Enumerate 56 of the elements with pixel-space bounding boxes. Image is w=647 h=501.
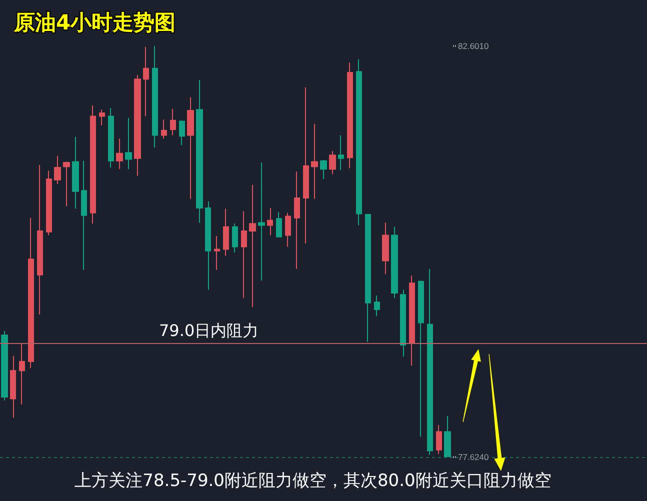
candlestick — [356, 58, 362, 226]
candlestick — [63, 161, 70, 207]
candlestick — [19, 342, 25, 405]
candlestick — [400, 289, 406, 358]
candlestick — [223, 208, 229, 256]
candlestick — [374, 294, 380, 317]
candlestick — [134, 74, 141, 176]
candlestick — [152, 46, 158, 148]
chart-title: 原油4小时走势图 — [13, 10, 176, 34]
candlestick — [28, 217, 34, 369]
candlestick — [276, 212, 282, 238]
candlestick — [241, 210, 247, 298]
y-tick-label: 82.6010 — [458, 41, 489, 51]
candlestick — [320, 160, 327, 180]
candlestick — [347, 62, 353, 169]
candlestick — [285, 212, 291, 248]
candlestick — [249, 184, 256, 308]
candlestick — [170, 108, 176, 136]
candlestick — [54, 155, 61, 184]
text: 上方关注78.5-79.0附近阻力做空，其次80.0附近关口阻力做空 — [74, 471, 552, 491]
candlestick — [391, 226, 398, 298]
candlestick — [382, 222, 389, 275]
candlestick — [90, 105, 96, 224]
candlestick — [1, 330, 8, 401]
candlestick — [311, 123, 318, 200]
candlestick — [196, 79, 203, 224]
candlestick — [294, 171, 300, 270]
candlestick — [409, 275, 415, 366]
candlestick — [365, 214, 371, 342]
candlestick — [72, 136, 79, 210]
candlestick — [143, 46, 149, 117]
candlestick — [338, 134, 344, 170]
y-tick-label: 77.6240 — [458, 452, 489, 462]
candlestick — [214, 236, 220, 270]
candlestick — [99, 109, 105, 126]
candlestick — [125, 117, 132, 170]
candlestick — [46, 170, 52, 236]
candlestick — [427, 268, 433, 456]
candlestick — [329, 150, 336, 175]
candlestick — [179, 120, 185, 146]
candlestick — [205, 200, 211, 290]
candlestick — [444, 416, 451, 458]
candlestick — [267, 207, 273, 236]
candlestick — [116, 138, 123, 170]
candlestick — [81, 160, 87, 270]
candlestick — [187, 96, 194, 200]
candlestick — [108, 108, 114, 168]
candlestick — [418, 280, 424, 438]
ref-line-label: 79.0日内阻力 — [159, 321, 259, 340]
candlestick — [258, 162, 265, 282]
candlestick — [161, 119, 167, 140]
candlestick — [37, 164, 43, 315]
candlestick — [232, 223, 238, 254]
candlestick — [303, 86, 309, 244]
candlestick — [10, 355, 16, 418]
candlestick — [436, 424, 442, 455]
